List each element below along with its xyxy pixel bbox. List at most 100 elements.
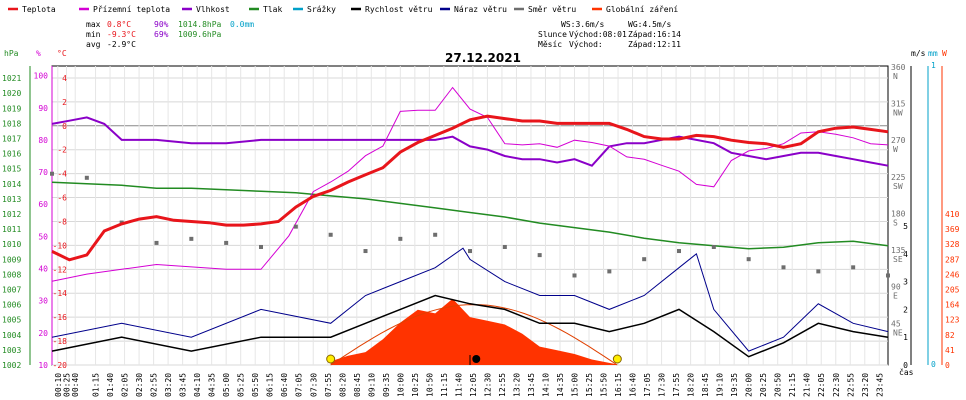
pct-tick: 70 <box>38 168 48 177</box>
stat-sunrise: Východ:08:01 <box>569 30 627 39</box>
w-axis-label: W <box>942 49 947 58</box>
hpa-tick: 1011 <box>2 225 21 234</box>
w-tick: 123 <box>945 316 960 325</box>
w-tick: 0 <box>945 361 950 370</box>
hpa-tick: 1010 <box>2 240 21 249</box>
pressure-line <box>51 181 889 250</box>
pct-tick: 100 <box>34 72 49 81</box>
degc-tick: -18 <box>53 337 68 346</box>
wind-dir-point <box>816 269 821 274</box>
x-tick-label: 06:15 <box>266 373 275 397</box>
x-tick-label: 00:40 <box>71 373 80 397</box>
x-tick-label: 09:10 <box>367 373 376 397</box>
hpa-tick: 1012 <box>2 210 21 219</box>
hpa-tick: 1016 <box>2 150 21 159</box>
dir-tick-deg: 270 <box>891 136 906 145</box>
x-tick-label: 08:20 <box>338 373 347 397</box>
stat-sun-label: Slunce <box>538 30 567 39</box>
wind-dir-point <box>572 273 577 278</box>
x-tick-label: 15:25 <box>585 373 594 397</box>
stat-hum-min: 69% <box>154 30 169 39</box>
x-tick-label: 21:40 <box>803 373 812 397</box>
wind-speed-line <box>51 294 889 358</box>
dir-tick-lbl: SW <box>893 182 903 191</box>
stat-sunset: Západ:16:14 <box>628 30 681 39</box>
dir-tick-lbl: N <box>893 72 898 81</box>
w-tick: 205 <box>945 286 960 295</box>
w-tick: 369 <box>945 225 960 234</box>
legend-label: Náraz větru <box>454 5 507 14</box>
x-tick-label: 04:10 <box>193 373 202 397</box>
wind-dir-point <box>607 269 612 274</box>
wind-dir-point <box>84 175 89 180</box>
hpa-tick: 1002 <box>2 361 21 370</box>
stat-temp-min: -9.3°C <box>107 30 136 39</box>
dir-tick-deg: 315 <box>891 100 906 109</box>
degc-tick: -6 <box>57 194 67 203</box>
dir-tick-deg: 45 <box>891 319 901 328</box>
wind-dir-point <box>328 232 333 237</box>
wind-dir-point <box>189 236 194 241</box>
wind-dir-point <box>154 240 159 245</box>
sunrise-marker <box>326 354 336 364</box>
stat-moonrise: Východ: <box>569 40 603 49</box>
ms-tick: 4 <box>903 250 908 259</box>
stat-temp-avg: -2.9°C <box>107 40 136 49</box>
hpa-tick: 1009 <box>2 255 21 264</box>
degc-tick: -2 <box>57 146 67 155</box>
x-axis-label: čas <box>899 367 914 377</box>
wind-dir-point <box>259 244 263 249</box>
degc-tick: 2 <box>62 98 67 107</box>
degc-tick: -8 <box>57 217 67 226</box>
stat-moonset: Západ:12:11 <box>628 40 681 49</box>
w-tick: 246 <box>945 270 960 279</box>
x-tick-label: 09:35 <box>382 373 391 397</box>
stat-label-min: min <box>86 30 101 39</box>
degc-tick: 0 <box>62 122 67 131</box>
degc-tick: -20 <box>53 361 68 370</box>
grid <box>52 66 888 366</box>
legend-label: Přízemní teplota <box>93 5 170 14</box>
x-tick-label: 21:15 <box>788 373 797 397</box>
temperature-line <box>51 114 889 262</box>
x-tick-label: 16:40 <box>629 373 638 397</box>
dir-tick-lbl: E <box>893 292 898 301</box>
stat-rain: 0.0mm <box>230 20 254 29</box>
stat-temp-max: 0.8°C <box>107 20 131 29</box>
dir-tick-deg: 90 <box>891 283 901 292</box>
x-tick-label: 00:10 <box>54 373 63 397</box>
wind-dir-point <box>363 249 368 254</box>
legend-label: Směr větru <box>528 5 576 14</box>
wind-dir-point <box>433 232 438 237</box>
hpa-tick: 1006 <box>2 301 21 310</box>
x-tick-label: 04:35 <box>208 373 217 397</box>
pct-tick: 30 <box>38 297 48 306</box>
hpa-axis-label: hPa <box>4 49 19 58</box>
x-tick-label: 10:25 <box>411 373 420 397</box>
w-tick: 328 <box>945 240 960 249</box>
x-tick-label: 00:25 <box>63 373 72 397</box>
mm-tick: 0 <box>931 360 936 369</box>
hpa-tick: 1018 <box>2 119 21 128</box>
x-tick-label: 10:00 <box>396 373 405 397</box>
wind-dir-point <box>224 240 229 245</box>
wind-dir-point <box>642 257 647 262</box>
gust-line <box>51 247 889 352</box>
ms-tick: 0 <box>903 361 908 370</box>
moonset-marker <box>472 355 481 363</box>
x-tick-label: 02:30 <box>135 373 144 397</box>
x-tick-label: 05:25 <box>237 373 246 397</box>
legend-label: Srážky <box>307 5 336 14</box>
x-tick-label: 02:05 <box>121 373 130 397</box>
stat-press-min: 1009.6hPa <box>178 30 222 39</box>
pct-axis-label: % <box>36 49 41 58</box>
hpa-tick: 1005 <box>2 316 21 325</box>
ms-tick: 5 <box>903 222 908 231</box>
w-tick: 410 <box>945 210 960 219</box>
x-tick-label: 07:05 <box>295 373 304 397</box>
w-tick: 41 <box>945 346 955 355</box>
x-tick-label: 17:30 <box>658 373 667 397</box>
x-tick-label: 18:20 <box>687 373 696 397</box>
x-tick-label: 20:50 <box>774 373 783 397</box>
